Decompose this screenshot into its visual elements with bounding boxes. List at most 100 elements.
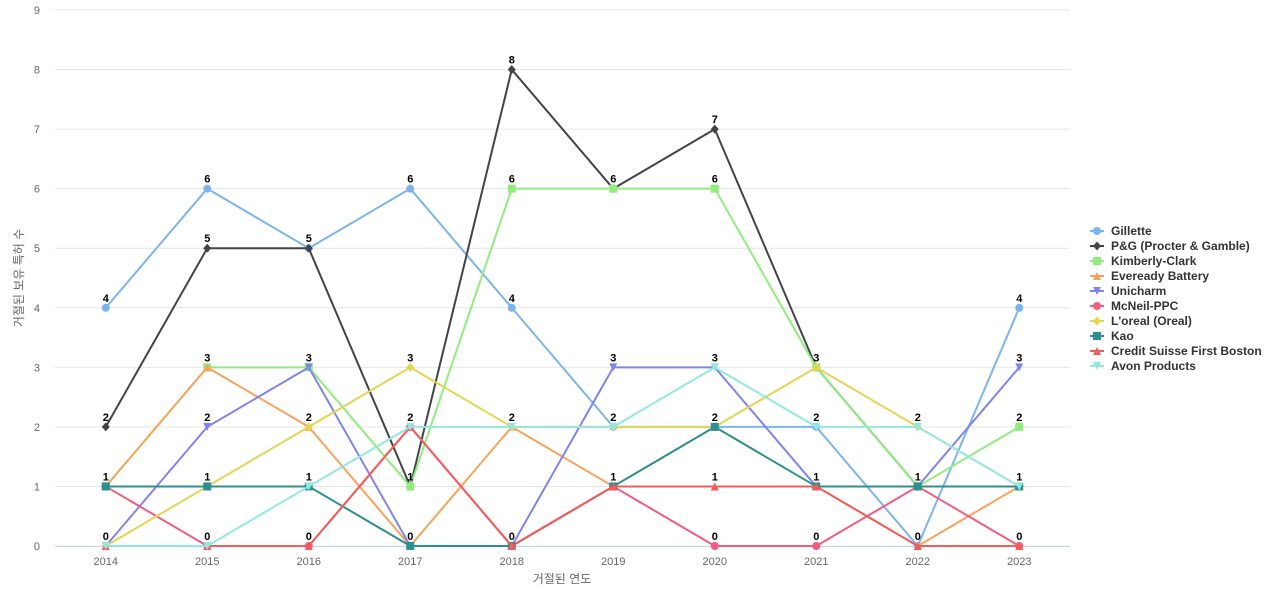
data-label-2015-3: 3 xyxy=(204,352,210,364)
series-line-credit-suisse-first-boston xyxy=(105,425,1020,547)
legend-swatch-marker-avon-products xyxy=(1093,362,1101,370)
x-tick-label-2019: 2019 xyxy=(601,556,625,568)
data-label-2015-6: 6 xyxy=(204,174,210,186)
legend-item-gillette[interactable]: Gillette xyxy=(1090,224,1152,238)
legend-item-mcneil-ppc[interactable]: McNeil-PPC xyxy=(1090,299,1179,313)
data-point-avon-products-2015 xyxy=(203,542,212,550)
x-tick-label-2021: 2021 xyxy=(804,556,828,568)
data-label-2015-0: 0 xyxy=(204,531,210,543)
legend-label-eveready-battery: Eveready Battery xyxy=(1111,269,1209,283)
data-point-gillette-2015 xyxy=(203,184,212,193)
legend-swatch-marker-credit-suisse-first-boston xyxy=(1093,347,1101,355)
data-labels: 4210653210532106321086420632176321032102… xyxy=(103,55,1024,543)
series-line-kimberly-clark xyxy=(104,187,1020,488)
data-label-2020-6: 6 xyxy=(712,174,718,186)
data-point-kimberly-clark-2020 xyxy=(710,184,719,193)
data-point-unicharm-2016 xyxy=(304,363,313,372)
data-point-p-g-procter-gamble-2020 xyxy=(710,124,719,134)
legend-item-eveready-battery[interactable]: Eveready Battery xyxy=(1090,269,1209,283)
legend-item-avon-products[interactable]: Avon Products xyxy=(1090,359,1196,373)
data-point-avon-products-2020 xyxy=(710,363,719,372)
data-point-avon-products-2023 xyxy=(1015,482,1024,491)
x-axis-title: 거절된 연도 xyxy=(533,572,592,586)
legend-swatch-marker-l-oreal-oreal xyxy=(1093,316,1101,326)
data-label-2014-2: 2 xyxy=(103,412,109,424)
data-point-gillette-2018 xyxy=(507,303,516,312)
legend-item-p-g-procter-gamble[interactable]: P&G (Procter & Gamble) xyxy=(1090,239,1250,253)
y-tick-label-1: 1 xyxy=(34,481,40,493)
data-label-2018-2: 2 xyxy=(509,412,515,424)
y-tick-label-7: 7 xyxy=(34,124,40,136)
grid-lines xyxy=(55,9,1070,547)
y-tick-label-8: 8 xyxy=(34,65,40,77)
data-point-credit-suisse-first-boston-2019 xyxy=(609,482,618,491)
legend-item-kao[interactable]: Kao xyxy=(1090,329,1134,343)
y-tick-label-4: 4 xyxy=(34,303,40,315)
data-label-2021-0: 0 xyxy=(813,531,819,543)
legend-swatch-marker-eveready-battery xyxy=(1093,272,1101,280)
data-point-p-g-procter-gamble-2014 xyxy=(101,422,110,432)
data-label-2015-5: 5 xyxy=(204,233,210,245)
data-label-2019-1: 1 xyxy=(610,471,616,483)
data-point-kimberly-clark-2023 xyxy=(1015,422,1024,431)
y-tick-label-3: 3 xyxy=(34,362,40,374)
data-point-avon-products-2021 xyxy=(812,422,821,431)
data-point-p-g-procter-gamble-2018 xyxy=(507,65,516,75)
data-point-avon-products-2022 xyxy=(913,422,922,431)
legend-swatch-marker-gillette xyxy=(1093,227,1101,235)
legend-label-l-oreal-oreal: L'oreal (Oreal) xyxy=(1111,314,1192,328)
data-point-p-g-procter-gamble-2015 xyxy=(203,243,212,253)
data-label-2016-1: 1 xyxy=(306,471,312,483)
data-label-2017-2: 2 xyxy=(407,412,413,424)
data-label-2020-7: 7 xyxy=(712,114,718,126)
data-point-credit-suisse-first-boston-2021 xyxy=(812,482,821,491)
series-credit-suisse-first-boston xyxy=(101,422,1024,550)
data-label-2017-6: 6 xyxy=(407,174,413,186)
data-label-2018-6: 6 xyxy=(509,174,515,186)
legend-swatch-marker-mcneil-ppc xyxy=(1093,302,1101,310)
data-point-gillette-2014 xyxy=(101,303,110,312)
legend-label-gillette: Gillette xyxy=(1111,224,1152,238)
legend-item-unicharm[interactable]: Unicharm xyxy=(1090,284,1166,298)
data-point-kimberly-clark-2017 xyxy=(406,482,415,491)
data-point-credit-suisse-first-boston-2016 xyxy=(304,542,313,550)
data-label-2020-0: 0 xyxy=(712,531,718,543)
legend-label-credit-suisse-first-boston: Credit Suisse First Boston xyxy=(1111,344,1262,358)
data-point-avon-products-2014 xyxy=(101,542,110,550)
data-point-mcneil-ppc-2021 xyxy=(812,542,821,550)
data-label-2019-2: 2 xyxy=(610,412,616,424)
data-label-2017-1: 1 xyxy=(407,471,413,483)
data-point-kao-2017 xyxy=(406,542,415,550)
data-label-2021-2: 2 xyxy=(813,412,819,424)
series-kimberly-clark xyxy=(101,184,1024,491)
legend-swatch-marker-p-g-procter-gamble xyxy=(1093,241,1101,251)
data-point-credit-suisse-first-boston-2023 xyxy=(1015,542,1024,550)
x-tick-label-2023: 2023 xyxy=(1007,556,1031,568)
data-point-kimberly-clark-2018 xyxy=(507,184,516,193)
data-label-2020-2: 2 xyxy=(712,412,718,424)
data-label-2015-2: 2 xyxy=(204,412,210,424)
legend-swatch-marker-kao xyxy=(1093,332,1101,340)
data-label-2020-1: 1 xyxy=(712,471,718,483)
legend-item-l-oreal-oreal[interactable]: L'oreal (Oreal) xyxy=(1090,314,1192,328)
legend-item-credit-suisse-first-boston[interactable]: Credit Suisse First Boston xyxy=(1090,344,1262,358)
data-point-gillette-2017 xyxy=(406,184,415,193)
legend-item-kimberly-clark[interactable]: Kimberly-Clark xyxy=(1090,254,1197,268)
data-point-l-oreal-oreal-2017 xyxy=(406,362,415,372)
data-point-l-oreal-oreal-2021 xyxy=(812,362,821,372)
legend-label-unicharm: Unicharm xyxy=(1111,284,1166,298)
data-point-gillette-2023 xyxy=(1015,303,1024,312)
data-label-2015-1: 1 xyxy=(204,471,210,483)
data-label-2023-4: 4 xyxy=(1016,293,1023,305)
data-point-l-oreal-oreal-2016 xyxy=(304,422,313,432)
data-label-2023-0: 0 xyxy=(1016,531,1022,543)
data-label-2022-2: 2 xyxy=(915,412,921,424)
data-label-2016-2: 2 xyxy=(306,412,312,424)
data-label-2023-3: 3 xyxy=(1016,352,1022,364)
series-unicharm xyxy=(101,363,1024,550)
series-line-unicharm xyxy=(104,366,1021,547)
data-label-2014-0: 0 xyxy=(103,531,109,543)
series-avon-products xyxy=(101,363,1024,550)
